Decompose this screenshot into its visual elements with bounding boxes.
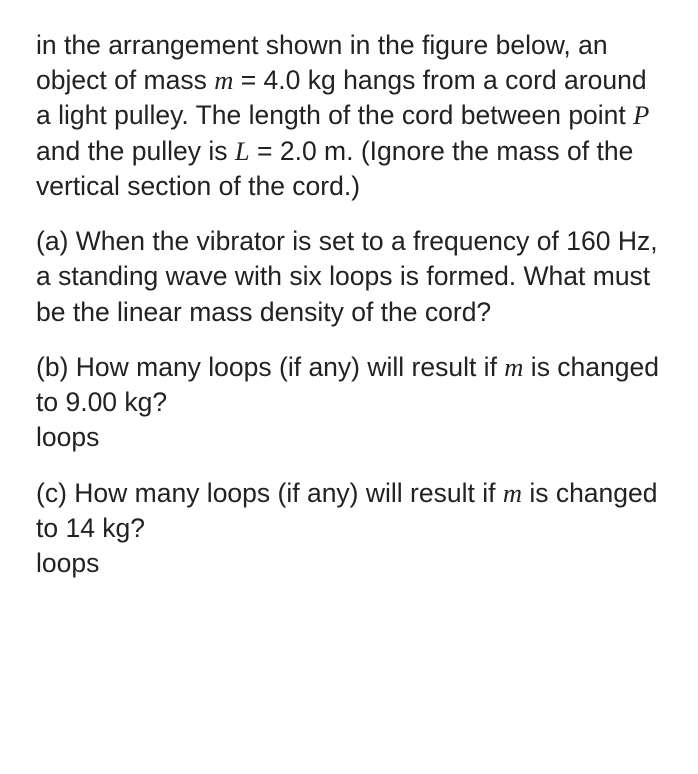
var-P: P — [633, 100, 649, 130]
part-a-paragraph: (a) When the vibrator is set to a freque… — [36, 224, 664, 330]
intro-seg3: and the pulley is — [36, 136, 235, 166]
part-c-units: loops — [36, 546, 664, 581]
part-b-units: loops — [36, 420, 664, 455]
part-c-seg1: (c) How many loops (if any) will result … — [36, 478, 503, 508]
part-c-paragraph: (c) How many loops (if any) will result … — [36, 476, 664, 582]
var-m: m — [214, 65, 233, 95]
part-a-text: (a) When the vibrator is set to a freque… — [36, 226, 658, 326]
var-L: L — [235, 136, 250, 166]
part-b-paragraph: (b) How many loops (if any) will result … — [36, 350, 664, 456]
var-m-b: m — [504, 352, 523, 382]
problem-page: in the arrangement shown in the figure b… — [0, 0, 698, 774]
part-b-seg1: (b) How many loops (if any) will result … — [36, 352, 504, 382]
var-m-c: m — [503, 478, 522, 508]
intro-paragraph: in the arrangement shown in the figure b… — [36, 28, 664, 204]
